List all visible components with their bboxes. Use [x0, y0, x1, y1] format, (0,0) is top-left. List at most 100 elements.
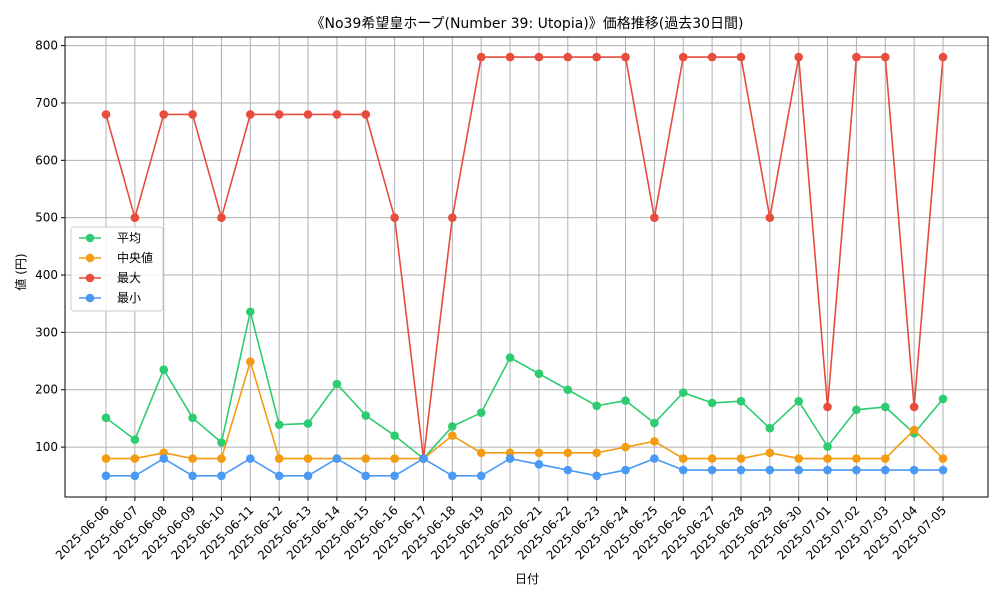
data-point: [303, 419, 313, 428]
data-point: [274, 454, 284, 463]
data-point: [736, 465, 746, 475]
data-point: [707, 398, 717, 408]
data-point: [765, 213, 775, 222]
series-0: [101, 307, 948, 463]
data-point: [909, 465, 919, 475]
data-point: [159, 110, 169, 119]
x-axis: 2025-06-062025-06-072025-06-082025-06-09…: [53, 497, 949, 562]
data-point: [678, 388, 688, 397]
data-point: [621, 465, 630, 475]
data-point: [274, 420, 284, 430]
legend-swatch-marker: [85, 273, 95, 283]
y-tick-label: 300: [35, 325, 58, 339]
data-point: [650, 213, 659, 222]
data-point: [101, 471, 111, 481]
data-point: [534, 52, 544, 62]
data-point: [246, 357, 255, 366]
data-point: [563, 448, 573, 458]
series-2: [101, 52, 948, 463]
data-point: [390, 471, 399, 481]
data-point: [794, 52, 803, 62]
data-point: [736, 52, 746, 62]
data-point: [390, 431, 399, 440]
data-point: [563, 52, 573, 62]
data-point: [448, 431, 457, 440]
data-point: [765, 423, 775, 433]
data-point: [880, 465, 890, 475]
legend-item: 最大: [79, 271, 141, 285]
legend-box: [70, 226, 164, 312]
series-3: [101, 454, 948, 481]
data-point: [476, 408, 486, 417]
data-point: [130, 454, 140, 463]
data-point: [707, 465, 717, 475]
data-point: [188, 454, 197, 463]
y-tick-label: 100: [35, 440, 58, 454]
data-point: [852, 52, 861, 62]
data-point: [823, 465, 832, 475]
legend-item: 平均: [79, 231, 141, 245]
y-tick-label: 500: [35, 211, 58, 225]
data-point: [130, 435, 140, 444]
data-point: [390, 213, 399, 222]
data-point: [880, 402, 890, 412]
y-tick-label: 600: [35, 153, 58, 167]
legend-item: 中央値: [79, 250, 153, 265]
data-point: [361, 471, 371, 481]
data-point: [217, 213, 226, 222]
data-point: [765, 465, 775, 475]
data-point: [217, 454, 226, 463]
legend-swatch-marker: [85, 233, 95, 243]
y-tick-label: 800: [35, 39, 58, 53]
legend-item: 最小: [79, 291, 141, 305]
data-point: [938, 454, 948, 463]
data-point: [852, 465, 861, 475]
data-point: [361, 411, 371, 420]
data-point: [534, 460, 544, 469]
x-axis-label: 日付: [515, 572, 539, 586]
data-point: [736, 454, 746, 463]
data-point: [159, 454, 169, 463]
data-point: [101, 454, 111, 463]
legend-label: 平均: [117, 231, 141, 245]
data-point: [419, 454, 428, 463]
data-point: [101, 110, 111, 119]
data-point: [303, 110, 313, 119]
data-point: [736, 396, 746, 406]
data-point: [332, 110, 342, 119]
data-point: [592, 52, 601, 62]
data-point: [650, 454, 659, 463]
series-line: [105, 311, 944, 460]
data-point: [274, 471, 284, 481]
data-point: [823, 402, 832, 412]
data-point: [592, 471, 601, 481]
data-point: [823, 442, 832, 451]
data-point: [505, 52, 515, 62]
data-point: [448, 471, 457, 481]
data-point: [880, 52, 890, 62]
data-point: [650, 437, 659, 446]
data-point: [852, 405, 861, 415]
legend-label: 最大: [117, 271, 141, 285]
data-point: [188, 413, 197, 423]
data-point: [650, 418, 659, 428]
data-point: [794, 396, 803, 406]
data-point: [563, 465, 573, 475]
data-point: [130, 471, 140, 481]
y-axis: 100 200 300 400 500 600 700 800: [35, 39, 65, 454]
data-point: [765, 448, 775, 458]
series-layer: [101, 52, 948, 481]
data-point: [621, 442, 630, 452]
data-point: [621, 396, 630, 405]
data-point: [534, 369, 544, 378]
data-point: [476, 52, 486, 62]
series-line: [105, 56, 944, 459]
data-point: [621, 52, 630, 62]
plot-area: [64, 36, 989, 498]
data-point: [159, 365, 169, 374]
data-point: [361, 454, 371, 463]
series-line: [106, 358, 944, 460]
data-point: [448, 213, 457, 222]
data-point: [476, 448, 486, 458]
